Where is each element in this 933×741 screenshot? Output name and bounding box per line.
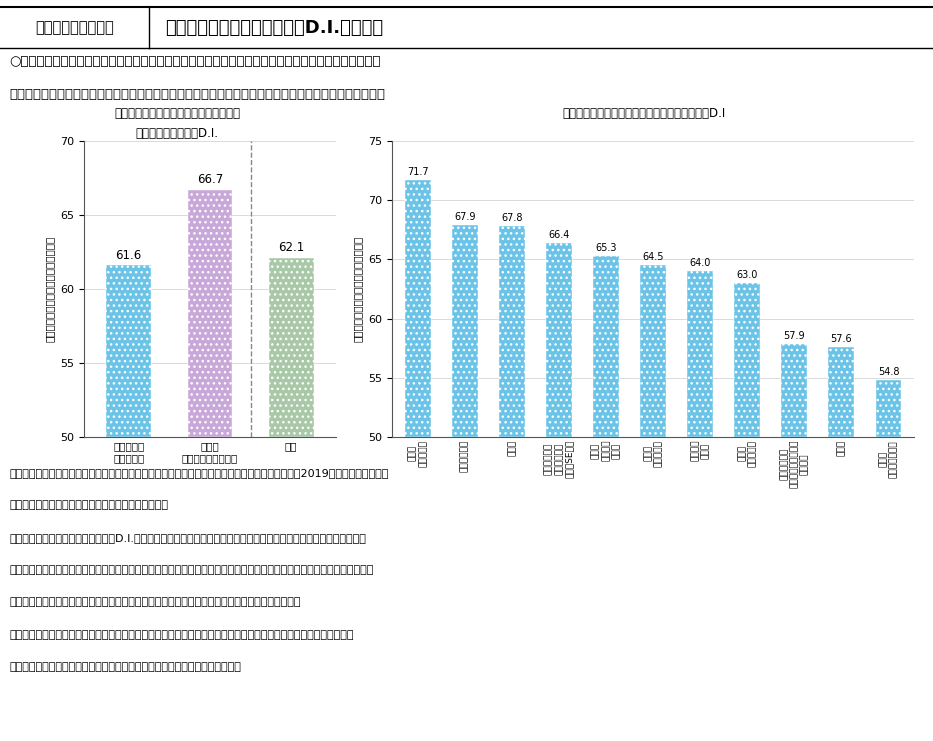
Bar <box>546 243 572 437</box>
Text: 61.6: 61.6 <box>116 248 142 262</box>
Text: （１）企業・労働者が感じている人手の: （１）企業・労働者が感じている人手の <box>114 107 241 121</box>
Text: 65.3: 65.3 <box>595 243 617 253</box>
Text: ２）（２）では各職種に就いている労働者（正社員）が認識している人手不足感について、集計している。: ２）（２）では各職種に就いている労働者（正社員）が認識している人手不足感について… <box>9 630 354 639</box>
Text: 64.0: 64.0 <box>689 259 711 268</box>
Bar <box>781 344 807 437</box>
Bar <box>688 271 713 437</box>
Text: ○　職場のマネジメントを担う重要な「鍵」である管理職では、働く方全体（正社員）と比較すると、: ○ 職場のマネジメントを担う重要な「鍵」である管理職では、働く方全体（正社員）と… <box>9 55 381 67</box>
Text: しては「職場全体」の過不足感について、それぞれ「大いに不足」「やや不足」と回答した企業の割合から、: しては「職場全体」の過不足感について、それぞれ「大いに不足」「やや不足」と回答し… <box>9 565 374 575</box>
Text: 57.6: 57.6 <box>830 334 852 344</box>
Text: 57.9: 57.9 <box>784 330 805 341</box>
Text: ３）サンプル数が僅少であったことから、「保安職」は除いている。: ３）サンプル数が僅少であったことから、「保安職」は除いている。 <box>9 662 242 672</box>
Bar <box>734 283 760 437</box>
Y-axis label: （「不足」－「過剰」・％ポイント）: （「不足」－「過剰」・％ポイント） <box>353 236 362 342</box>
Bar <box>452 225 478 437</box>
Text: 相対的に多くの方が人手不足感を感じており、人手不足に対する危機感が強い可能性がうかがえる。: 相対的に多くの方が人手不足感を感じており、人手不足に対する危機感が強い可能性がう… <box>9 88 385 101</box>
Text: 67.8: 67.8 <box>501 213 522 223</box>
Text: 66.7: 66.7 <box>197 173 223 186</box>
Text: 第２－（１）－５図: 第２－（１）－５図 <box>35 20 114 36</box>
Bar <box>593 256 619 437</box>
Text: （注）　１）ここでの「人手不足感D.I.」は、企業に対しては「従業員全体」の人手の過不足感について、労働者に対: （注） １）ここでの「人手不足感D.I.」は、企業に対しては「従業員全体」の人手… <box>9 533 367 542</box>
Text: 71.7: 71.7 <box>407 167 428 177</box>
Bar <box>499 226 525 437</box>
Text: 63.0: 63.0 <box>736 270 758 280</box>
Bar <box>875 380 901 437</box>
Text: （２）職種別にみた人手の過不足状況に関するD.I: （２）職種別にみた人手の過不足状況に関するD.I <box>563 107 725 121</box>
Bar <box>269 258 313 437</box>
Text: 「大いに過剰」「やや過剰」と回答した企業の割合を差分することで算出している。: 「大いに過剰」「やや過剰」と回答した企業の割合を差分することで算出している。 <box>9 597 300 608</box>
Bar <box>405 180 431 437</box>
Bar <box>106 265 151 437</box>
Bar <box>640 265 666 437</box>
Bar <box>188 190 232 437</box>
Text: 54.8: 54.8 <box>878 368 899 377</box>
Text: 67.9: 67.9 <box>454 212 476 222</box>
Text: 64.5: 64.5 <box>642 253 664 262</box>
Text: 過不足状況に関するD.I.: 過不足状況に関するD.I. <box>136 127 218 140</box>
Text: 62.1: 62.1 <box>278 241 304 254</box>
Text: 資料出所　（独）労働政策研究・研修機構「人手不足等をめぐる現状と働き方等に関する調査」（2019年）の個票を厚生労: 資料出所 （独）労働政策研究・研修機構「人手不足等をめぐる現状と働き方等に関する… <box>9 468 389 478</box>
Text: 働く方の所感でみた人手不足D.I.について: 働く方の所感でみた人手不足D.I.について <box>165 19 383 37</box>
Text: 働省政策統括官付政策統括室にて独自集計: 働省政策統括官付政策統括室にて独自集計 <box>9 500 168 511</box>
Text: 66.4: 66.4 <box>549 230 570 240</box>
Bar <box>829 347 855 437</box>
Y-axis label: （「不足」－「過剰」・％ポイント）: （「不足」－「過剰」・％ポイント） <box>45 236 54 342</box>
